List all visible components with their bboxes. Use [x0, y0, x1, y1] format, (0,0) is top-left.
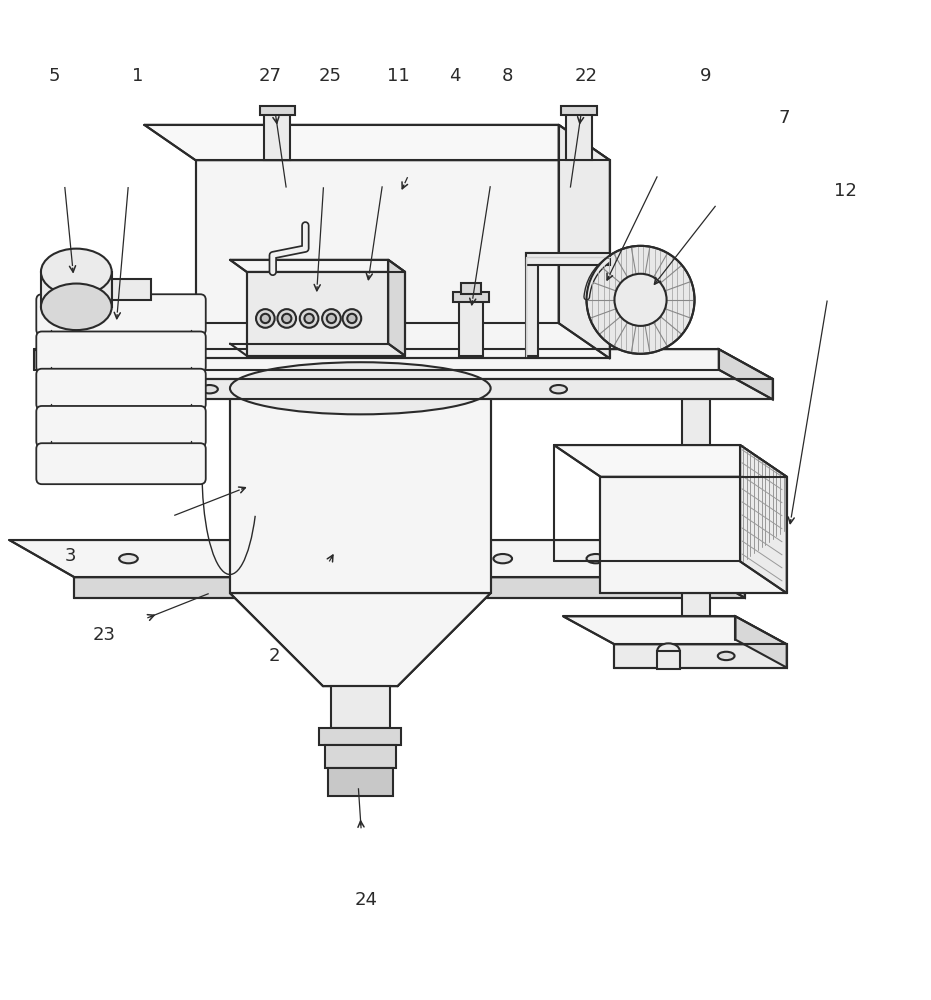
Bar [328, 768, 393, 796]
Circle shape [304, 314, 314, 323]
Text: 27: 27 [259, 67, 281, 85]
FancyBboxPatch shape [36, 294, 206, 335]
Bar [452, 292, 490, 302]
Ellipse shape [119, 554, 138, 563]
Circle shape [282, 314, 291, 323]
Polygon shape [230, 593, 491, 686]
Ellipse shape [493, 554, 512, 563]
Polygon shape [247, 272, 405, 356]
Circle shape [614, 274, 667, 326]
Ellipse shape [41, 249, 112, 295]
Text: 2: 2 [269, 647, 280, 665]
Circle shape [256, 309, 275, 328]
Circle shape [261, 314, 270, 323]
Ellipse shape [230, 362, 491, 414]
Polygon shape [196, 160, 610, 358]
Bar [526, 253, 538, 356]
Polygon shape [735, 616, 787, 668]
Circle shape [343, 309, 361, 328]
Bar [319, 728, 401, 745]
Polygon shape [719, 349, 773, 399]
Bar [459, 300, 483, 356]
Ellipse shape [587, 554, 605, 563]
Polygon shape [559, 125, 610, 358]
Bar [682, 593, 710, 654]
Polygon shape [600, 477, 787, 593]
Polygon shape [554, 445, 787, 477]
Bar [682, 379, 710, 593]
Polygon shape [388, 260, 405, 356]
Text: 7: 7 [778, 109, 789, 127]
Ellipse shape [657, 643, 680, 658]
Bar [264, 114, 290, 160]
Text: 3: 3 [65, 547, 76, 565]
Bar [526, 253, 610, 265]
Bar [41, 272, 112, 307]
Text: 22: 22 [575, 67, 598, 85]
Polygon shape [740, 445, 787, 593]
Polygon shape [563, 616, 787, 644]
Ellipse shape [201, 385, 218, 393]
Ellipse shape [41, 284, 112, 330]
Polygon shape [144, 125, 610, 160]
Polygon shape [230, 260, 405, 272]
Text: 24: 24 [355, 891, 377, 909]
Text: 9: 9 [700, 67, 711, 85]
FancyBboxPatch shape [36, 369, 206, 410]
Circle shape [347, 314, 357, 323]
Text: 23: 23 [93, 626, 115, 644]
Polygon shape [230, 388, 491, 593]
Text: 5: 5 [48, 67, 60, 85]
Ellipse shape [550, 385, 567, 393]
Circle shape [277, 309, 296, 328]
FancyBboxPatch shape [36, 406, 206, 447]
Text: 12: 12 [834, 182, 857, 200]
FancyBboxPatch shape [36, 443, 206, 484]
Circle shape [322, 309, 341, 328]
Circle shape [587, 246, 695, 354]
Ellipse shape [718, 652, 735, 660]
Text: 4: 4 [449, 67, 460, 85]
Polygon shape [74, 577, 745, 598]
Polygon shape [614, 644, 787, 668]
Bar [325, 745, 396, 768]
Text: 11: 11 [387, 67, 410, 85]
Bar [657, 651, 680, 669]
Circle shape [327, 314, 336, 323]
Bar [331, 686, 390, 728]
FancyBboxPatch shape [36, 331, 206, 372]
Bar [260, 106, 295, 115]
Bar [112, 279, 151, 300]
Bar [561, 106, 597, 115]
Bar [566, 114, 592, 160]
Text: 25: 25 [319, 67, 342, 85]
Text: 1: 1 [132, 67, 143, 85]
Bar [462, 283, 480, 294]
Polygon shape [9, 540, 745, 577]
Polygon shape [34, 349, 773, 379]
Text: 8: 8 [502, 67, 513, 85]
Circle shape [300, 309, 318, 328]
Polygon shape [88, 379, 773, 399]
Polygon shape [680, 540, 745, 598]
